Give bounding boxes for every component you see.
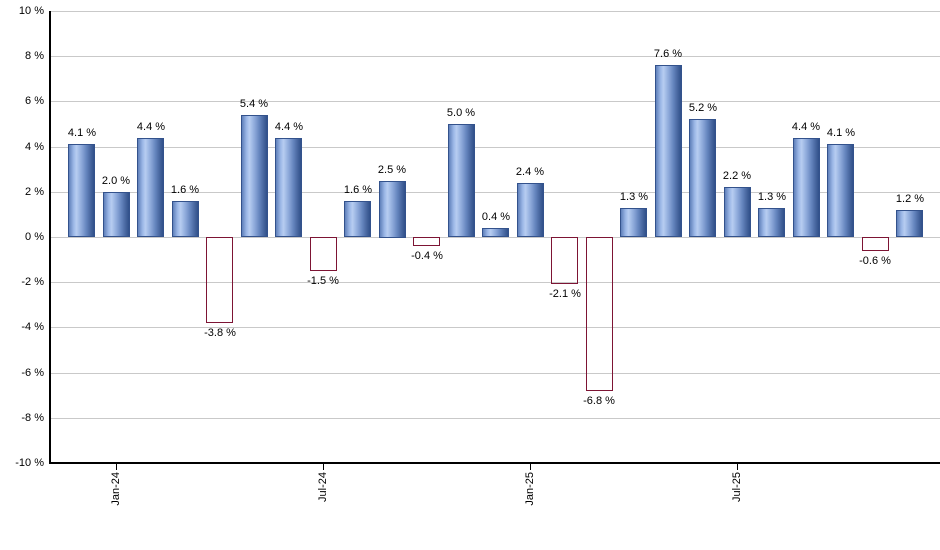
- bar-value-label: 5.0 %: [446, 107, 476, 119]
- bar[interactable]: [172, 201, 199, 237]
- y-axis-line: [49, 11, 51, 464]
- bar[interactable]: [758, 208, 785, 237]
- y-tick-label: -8 %: [21, 412, 44, 424]
- bar-value-label: 2.2 %: [722, 170, 752, 182]
- bar-value-label: -1.5 %: [307, 275, 339, 287]
- y-tick-label: 2 %: [25, 186, 44, 198]
- bar[interactable]: [68, 144, 95, 237]
- x-axis-tick: [530, 464, 531, 470]
- bar[interactable]: [896, 210, 923, 237]
- bar-value-label: -3.8 %: [204, 327, 236, 339]
- x-tick-label: Jul-25: [731, 472, 743, 502]
- x-tick-label: Jul-24: [317, 472, 329, 502]
- x-axis-tick: [116, 464, 117, 470]
- bar-value-label: 4.1 %: [67, 127, 97, 139]
- bar[interactable]: [689, 119, 716, 237]
- bar-value-label: 7.6 %: [653, 48, 683, 60]
- bar-value-label: 1.3 %: [757, 191, 787, 203]
- bar-value-label: 4.1 %: [826, 127, 856, 139]
- gridline: [50, 282, 940, 283]
- y-tick-label: 8 %: [25, 50, 44, 62]
- bar-value-label: 0.4 %: [481, 211, 511, 223]
- bar-value-label: 1.3 %: [619, 191, 649, 203]
- y-tick-label: -4 %: [21, 321, 44, 333]
- bar[interactable]: [655, 65, 682, 237]
- y-tick-label: 4 %: [25, 141, 44, 153]
- x-axis-line: [50, 462, 940, 464]
- bar-value-label: 4.4 %: [791, 121, 821, 133]
- y-tick-label: -10 %: [15, 457, 44, 469]
- bar[interactable]: [517, 183, 544, 237]
- y-tick-label: 10 %: [18, 5, 44, 17]
- bar[interactable]: [379, 181, 406, 238]
- bar-value-label: 4.4 %: [136, 121, 166, 133]
- bar[interactable]: [724, 187, 751, 237]
- gridline: [50, 418, 940, 419]
- bar[interactable]: [103, 192, 130, 237]
- bar[interactable]: [275, 138, 302, 237]
- bar[interactable]: [413, 237, 440, 246]
- x-tick-label: Jan-24: [110, 472, 122, 506]
- bar[interactable]: [241, 115, 268, 237]
- gridline: [50, 327, 940, 328]
- x-tick-label: Jan-25: [524, 472, 536, 506]
- bar[interactable]: [586, 237, 613, 391]
- bar-value-label: -0.4 %: [411, 250, 443, 262]
- bar-value-label: 4.4 %: [274, 121, 304, 133]
- bar-value-label: -2.1 %: [549, 288, 581, 300]
- bar[interactable]: [206, 237, 233, 323]
- bar[interactable]: [862, 237, 889, 251]
- x-axis-tick: [323, 464, 324, 470]
- bar[interactable]: [310, 237, 337, 271]
- bar-value-label: 2.4 %: [515, 166, 545, 178]
- y-tick-label: -6 %: [21, 367, 44, 379]
- gridline: [50, 101, 940, 102]
- bar[interactable]: [793, 138, 820, 237]
- y-tick-label: 0 %: [25, 231, 44, 243]
- bar-value-label: -6.8 %: [583, 395, 615, 407]
- bar-value-label: 1.6 %: [170, 184, 200, 196]
- bar[interactable]: [551, 237, 578, 284]
- gridline: [50, 237, 940, 238]
- gridline: [50, 147, 940, 148]
- bar[interactable]: [482, 228, 509, 237]
- bar[interactable]: [344, 201, 371, 237]
- gridline: [50, 56, 940, 57]
- x-axis-tick: [737, 464, 738, 470]
- bar-value-label: 2.5 %: [377, 164, 407, 176]
- bar[interactable]: [137, 138, 164, 237]
- y-tick-label: -2 %: [21, 276, 44, 288]
- bar-value-label: -0.6 %: [859, 255, 891, 267]
- bar-value-label: 5.2 %: [688, 102, 718, 114]
- gridline: [50, 192, 940, 193]
- bar[interactable]: [448, 124, 475, 237]
- bar-value-label: 5.4 %: [239, 98, 269, 110]
- bar-value-label: 2.0 %: [101, 175, 131, 187]
- bar[interactable]: [620, 208, 647, 237]
- gridline: [50, 11, 940, 12]
- bar[interactable]: [827, 144, 854, 237]
- bar-value-label: 1.2 %: [895, 193, 925, 205]
- gridline: [50, 373, 940, 374]
- y-tick-label: 6 %: [25, 95, 44, 107]
- bar-value-label: 1.6 %: [343, 184, 373, 196]
